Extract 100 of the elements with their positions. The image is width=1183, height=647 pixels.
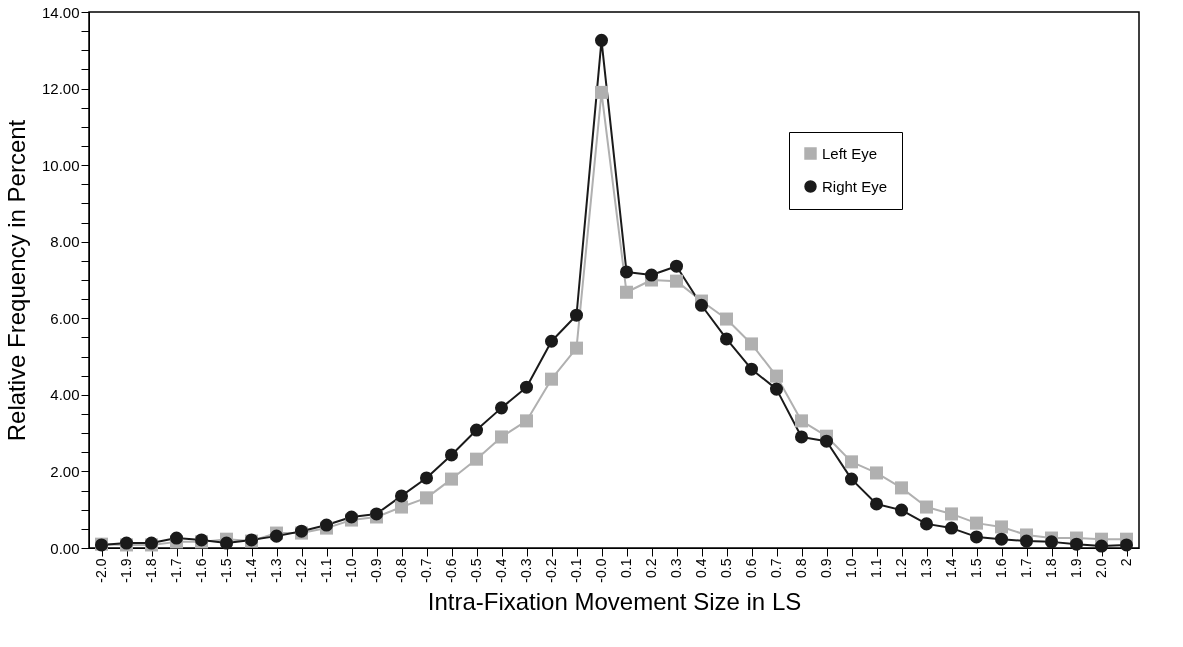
x-tick-label: 1.3 — [918, 558, 934, 578]
legend-label: Right Eye — [822, 177, 888, 195]
x-tick-label: -1.1 — [318, 558, 334, 583]
point — [619, 265, 634, 279]
x-tick-label: 1.1 — [868, 558, 884, 578]
x-tick-label: -0.7 — [418, 558, 434, 583]
x-tick-label: 0.8 — [793, 558, 809, 578]
point — [794, 414, 809, 428]
x-tick-label: -0.9 — [368, 558, 384, 583]
point — [844, 455, 859, 469]
x-tick-label: 0.1 — [618, 558, 634, 578]
point — [744, 362, 759, 376]
point — [869, 466, 884, 480]
point — [169, 531, 184, 545]
x-tick-label: 1.0 — [843, 558, 859, 578]
point — [944, 521, 959, 535]
point — [919, 517, 934, 531]
point — [594, 85, 609, 99]
point — [894, 481, 909, 495]
x-tick-label: 1.8 — [1043, 558, 1059, 578]
y-tick-label: 4.00 — [50, 386, 80, 404]
x-tick-label: 1.2 — [893, 558, 909, 578]
x-tick-label: 1.9 — [1068, 558, 1084, 578]
x-tick-label: 0.9 — [818, 558, 834, 578]
point — [394, 489, 409, 503]
x-tick-label: 0.6 — [743, 558, 759, 578]
y-tick-label: 8.00 — [50, 233, 80, 251]
x-tick-label: -1.7 — [168, 558, 184, 583]
x-tick-label: -2.0 — [93, 558, 109, 583]
point — [819, 434, 834, 448]
point — [219, 536, 234, 550]
point — [969, 530, 984, 544]
x-tick-label: -0.4 — [493, 558, 509, 583]
point — [694, 298, 709, 312]
x-tick-label: -0.1 — [568, 558, 584, 583]
point — [1044, 535, 1059, 549]
point — [844, 472, 859, 486]
x-tick-label: 0.3 — [668, 558, 684, 578]
point — [394, 500, 409, 514]
legend-label: Left Eye — [822, 144, 878, 162]
point — [594, 33, 609, 47]
point — [494, 430, 509, 444]
point — [769, 369, 784, 383]
point — [544, 334, 559, 348]
x-tick-label: 2.0 — [1093, 558, 1109, 578]
x-tick-label: -0.6 — [443, 558, 459, 583]
point — [419, 471, 434, 485]
x-tick-label: -1.9 — [118, 558, 134, 583]
point — [969, 516, 984, 530]
y-tick-label: 2.00 — [50, 462, 80, 480]
x-tick-label: 1.6 — [993, 558, 1009, 578]
point — [569, 308, 584, 322]
point — [994, 520, 1009, 534]
point — [869, 497, 884, 511]
x-tick-label: -0.2 — [543, 558, 559, 583]
point — [744, 337, 759, 351]
y-tick-label: 14.00 — [41, 3, 80, 21]
x-tick-label: 0.7 — [768, 558, 784, 578]
x-tick-label: 2 — [1118, 558, 1134, 567]
x-tick-label: 0.5 — [718, 558, 734, 578]
x-tick-label: -0.3 — [518, 558, 534, 583]
x-tick-label: -1.4 — [243, 558, 259, 583]
point — [894, 503, 909, 517]
x-axis-title: Intra-Fixation Movement Size in LS — [427, 587, 802, 615]
point — [494, 401, 509, 415]
x-tick-label: -1.0 — [343, 558, 359, 583]
y-tick-label: 6.00 — [50, 309, 80, 327]
point — [1094, 539, 1109, 553]
point — [769, 382, 784, 396]
point — [669, 259, 684, 273]
x-tick-label: 1.5 — [968, 558, 984, 578]
point — [419, 491, 434, 505]
x-tick-label: -0.8 — [393, 558, 409, 583]
point — [994, 532, 1009, 546]
x-tick-label: -1.3 — [268, 558, 284, 583]
x-tick-label: -1.5 — [218, 558, 234, 583]
point — [719, 312, 734, 326]
x-tick-label: -1.2 — [293, 558, 309, 583]
point — [569, 341, 584, 355]
point — [544, 372, 559, 386]
y-tick-label: 10.00 — [41, 156, 80, 174]
y-tick-label: 0.00 — [50, 539, 80, 557]
point — [919, 500, 934, 514]
x-tick-label: -1.6 — [193, 558, 209, 583]
point — [519, 380, 534, 394]
point — [444, 448, 459, 462]
point — [519, 414, 534, 428]
point — [469, 452, 484, 466]
y-axis-title: Relative Frequency in Percent — [2, 119, 30, 442]
point — [1119, 538, 1134, 552]
point — [444, 472, 459, 486]
point — [794, 430, 809, 444]
x-tick-label: 0.2 — [643, 558, 659, 578]
x-tick-label: -0.5 — [468, 558, 484, 583]
x-tick-label: -1.8 — [143, 558, 159, 583]
x-tick-label: -0.0 — [593, 558, 609, 583]
point — [944, 507, 959, 521]
point — [644, 268, 659, 282]
x-tick-label: 0.4 — [693, 558, 709, 578]
point — [1019, 534, 1034, 548]
